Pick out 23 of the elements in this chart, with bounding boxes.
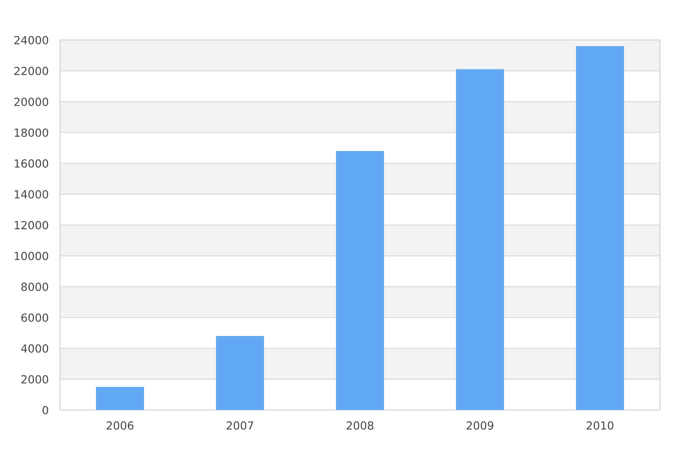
x-tick-label: 2009 — [466, 421, 494, 430]
y-tick-label: 10000 — [14, 252, 48, 260]
y-tick-label: 2000 — [21, 375, 48, 384]
y-tick-label: 18000 — [14, 128, 48, 137]
x-tick-label: 2010 — [586, 421, 614, 430]
y-tick-label: 0 — [42, 406, 48, 414]
y-tick-label: 20000 — [14, 98, 48, 106]
bar — [336, 151, 384, 410]
x-tick-label: 2006 — [106, 421, 134, 430]
bar — [96, 386, 144, 410]
bar — [456, 69, 504, 410]
y-tick-label: 12000 — [14, 220, 48, 230]
x-tick-label: 2007 — [226, 421, 254, 430]
y-tick-label: 24000 — [14, 36, 48, 44]
bar — [216, 336, 264, 410]
x-tick-label: 2008 — [346, 421, 374, 430]
y-tick-label: 16000 — [14, 159, 48, 168]
y-tick-label: 6000 — [21, 313, 48, 322]
y-tick-label: 22000 — [14, 66, 48, 76]
bar — [576, 46, 624, 410]
y-tick-label: 4000 — [21, 344, 48, 353]
y-tick-label: 8000 — [21, 282, 48, 292]
y-tick-label: 14000 — [14, 190, 48, 199]
